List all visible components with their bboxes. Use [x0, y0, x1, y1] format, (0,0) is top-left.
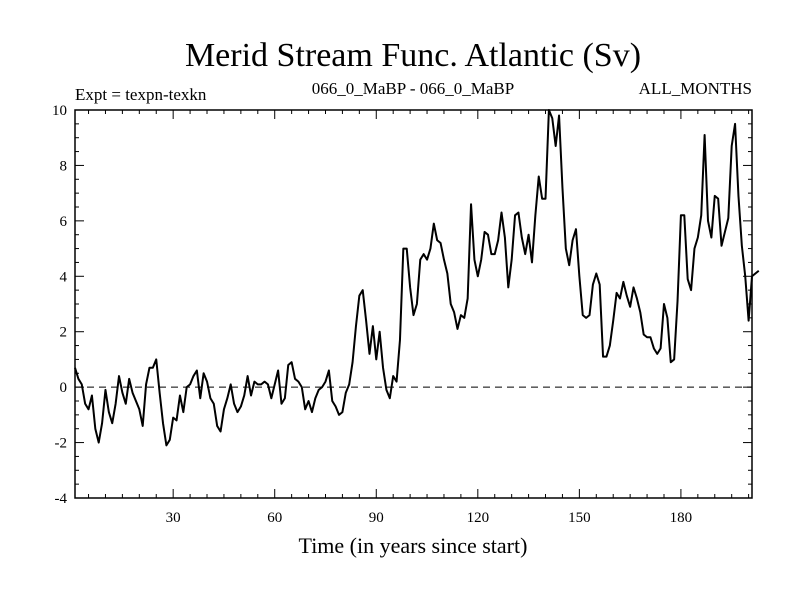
x-tick-label: 30 — [166, 510, 181, 526]
chart-subtitle-right: ALL_MONTHS — [639, 79, 752, 98]
x-tick-label: 120 — [467, 510, 490, 526]
chart-subtitle-center: 066_0_MaBP - 066_0_MaBP — [312, 79, 514, 98]
x-axis-label: Time (in years since start) — [299, 533, 528, 558]
x-tick-label: 90 — [369, 510, 384, 526]
y-tick-label: 0 — [60, 380, 68, 396]
chart-title: Merid Stream Func. Atlantic (Sv) — [185, 37, 641, 74]
x-tick-label: 60 — [267, 510, 282, 526]
plot-frame — [74, 109, 753, 499]
x-tick-label: 180 — [670, 510, 693, 526]
y-tick-label: 2 — [60, 325, 68, 341]
series-line-0 — [74, 109, 760, 447]
y-tick-label: 6 — [60, 214, 68, 230]
chart-subtitle-left: Expt = texpn-texkn — [75, 85, 207, 104]
y-tick-label: -4 — [55, 491, 68, 507]
y-tick-label: -2 — [55, 436, 68, 452]
y-tick-label: 8 — [60, 158, 68, 174]
y-tick-label: 4 — [60, 269, 68, 285]
x-tick-label: 150 — [568, 510, 591, 526]
y-tick-label: 10 — [52, 103, 67, 119]
